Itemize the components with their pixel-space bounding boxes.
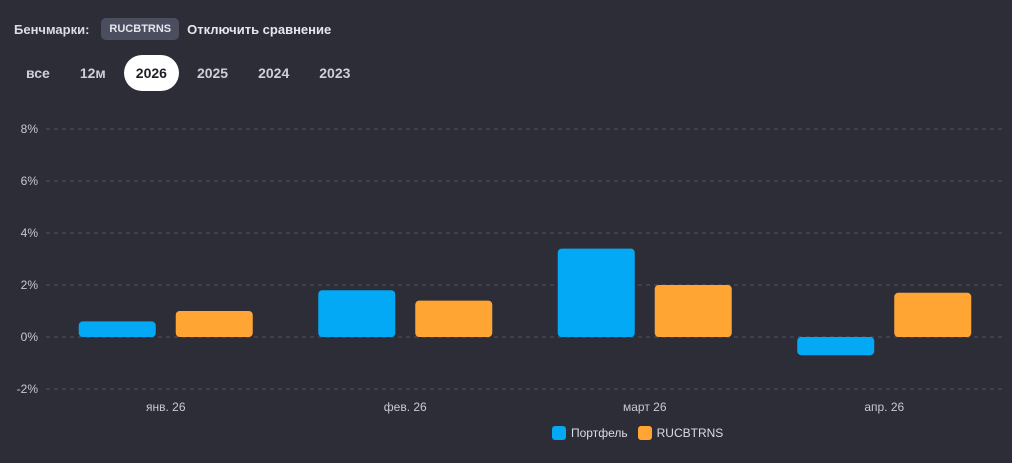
bar-benchmark (175, 311, 253, 337)
tab-2024[interactable]: 2024 (258, 65, 290, 81)
x-tick-label: апр. 26 (864, 400, 904, 414)
bar-portfolio (557, 248, 635, 337)
tab-12m[interactable]: 12м (79, 65, 106, 81)
bar-benchmark (654, 285, 732, 337)
tab-2023[interactable]: 2023 (319, 65, 351, 81)
y-tick-label: 2% (21, 278, 39, 292)
bar-portfolio (318, 290, 396, 337)
tab-2025[interactable]: 2025 (196, 65, 229, 81)
x-tick-label: фев. 26 (384, 400, 427, 414)
x-tick-label: янв. 26 (146, 400, 186, 414)
tab-2026[interactable]: 2026 (123, 55, 179, 91)
y-tick-label: 4% (21, 226, 39, 240)
bar-benchmark (415, 300, 493, 337)
legend-label-portfolio: Портфель (571, 426, 628, 440)
legend-label-benchmark: RUCBTRNS (656, 426, 724, 440)
benchmark-chip[interactable]: RUCBTRNS (101, 18, 180, 40)
bar-benchmark (894, 292, 972, 337)
y-tick-label: -2% (17, 382, 39, 396)
y-tick-label: 6% (21, 174, 39, 188)
y-tick-label: 0% (21, 330, 39, 344)
bar-portfolio (78, 321, 156, 337)
period-tabs: все 12м 2026 2025 2024 2023 (14, 55, 368, 91)
y-tick-label: 8% (21, 122, 39, 136)
benchmarks-row: Бенчмарки: RUCBTRNS Отключить сравнение (14, 17, 331, 41)
legend-item-portfolio[interactable]: Портфель (552, 426, 628, 440)
legend-swatch-portfolio (552, 426, 566, 440)
legend-item-benchmark[interactable]: RUCBTRNS (637, 426, 724, 440)
legend-swatch-benchmark (637, 426, 652, 440)
chart-legend: Портфель RUCBTRNS (552, 424, 733, 442)
disable-comparison-button[interactable]: Отключить сравнение (187, 21, 332, 37)
x-tick-label: март 26 (623, 400, 667, 414)
bar-portfolio (797, 337, 875, 356)
benchmarks-label: Бенчмарки: (14, 21, 90, 37)
tab-all[interactable]: все (26, 65, 50, 81)
